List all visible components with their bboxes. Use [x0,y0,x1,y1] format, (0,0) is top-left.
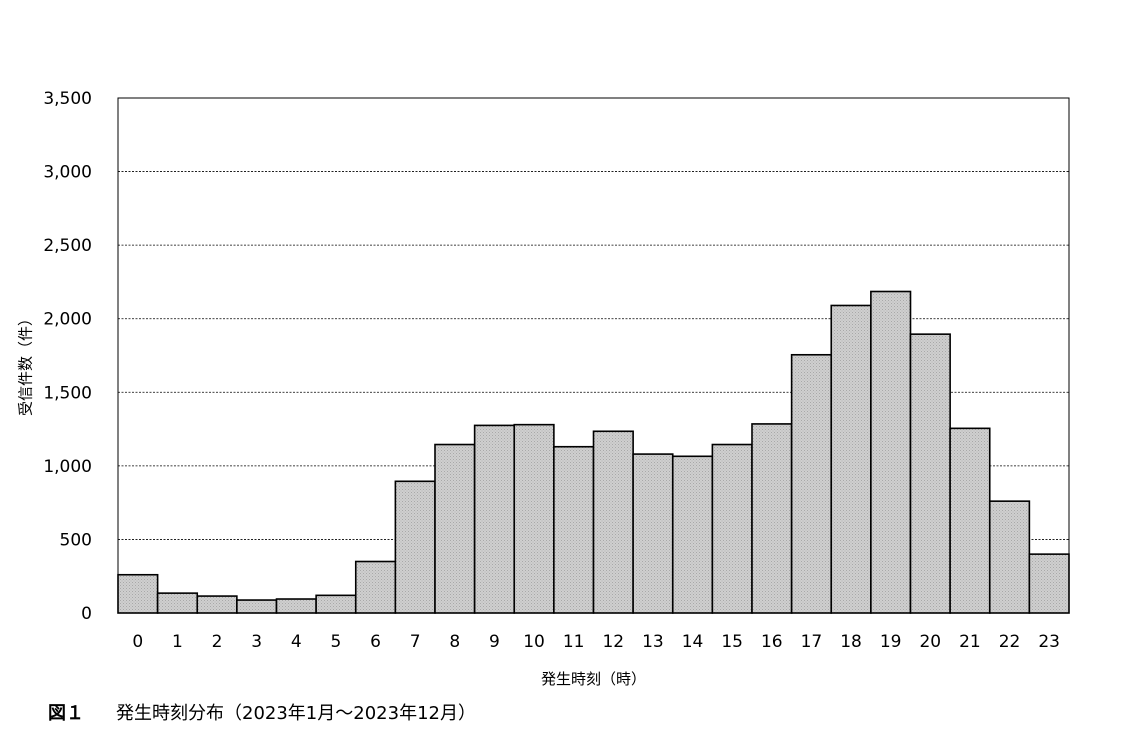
x-tick-label: 3 [251,632,262,652]
bar-hour-3 [236,599,278,614]
x-tick-label: 18 [840,632,862,652]
x-tick-label: 14 [682,632,704,652]
bar-hour-23 [1028,553,1070,614]
x-tick-label: 7 [410,632,421,652]
bar-hour-2 [196,595,238,614]
x-tick-label: 16 [761,632,783,652]
y-tick-label: 2,000 [43,310,92,330]
bar-hour-7 [394,480,436,614]
plot-area-frame [117,97,1070,614]
bar-hour-21 [949,427,991,614]
x-tick-label: 10 [523,632,545,652]
x-tick-label: 23 [1038,632,1060,652]
bar-hour-12 [592,430,634,614]
bar-hour-9 [473,424,516,614]
bar-hour-8 [434,443,476,614]
bar-hour-1 [156,592,199,614]
x-axis-label: 発生時刻（時） [541,670,646,688]
bar-hour-5 [315,594,357,614]
x-tick-label: 15 [721,632,743,652]
y-tick-label: 1,000 [43,457,92,477]
figure-caption: 図１ 発生時刻分布（2023年1月～2023年12月） [48,699,476,725]
x-tick-label: 17 [801,632,823,652]
y-tick-label: 3,500 [43,89,92,109]
x-tick-label: 4 [291,632,302,652]
x-tick-label: 21 [959,632,981,652]
x-tick-label: 8 [449,632,460,652]
y-tick-label: 3,000 [43,163,92,183]
x-tick-label: 5 [331,632,342,652]
figure-number: 図１ [48,703,84,724]
bar-hour-18 [830,304,872,614]
y-tick-label: 500 [60,530,92,550]
bar-hour-20 [909,333,951,614]
bars [117,290,1070,614]
x-tick-label: 2 [212,632,223,652]
x-tick-label: 9 [489,632,500,652]
y-tick-label: 1,500 [43,383,92,403]
x-tick-label: 6 [370,632,381,652]
x-axis-tick-labels: 0 1 2 3 4 5 6 7 8 9 10 11 12 13 14 15 16 17 18 19 20 21 22 23 [132,632,1060,652]
bar-hour-11 [553,445,595,614]
x-tick-label: 12 [602,632,624,652]
figure-caption-text: 発生時刻分布（2023年1月～2023年12月） [116,703,476,724]
bar-hour-19 [870,290,912,614]
bar-hour-4 [275,598,317,614]
bar-hour-17 [790,353,833,614]
bar-hour-16 [751,423,793,614]
bar-hour-13 [632,453,674,614]
x-tick-label: 22 [999,632,1021,652]
y-tick-label: 2,500 [43,236,92,256]
bar-hour-0 [117,573,159,614]
y-axis-tick-labels: 0 500 1,000 1,500 2,000 2,500 3,000 3,500 [43,89,92,624]
y-axis-label: 受信件数（件） [17,311,35,416]
y-tick-label: 0 [81,604,92,624]
bar-hour-15 [711,443,753,614]
x-tick-label: 1 [172,632,183,652]
bar-hour-10 [513,423,555,614]
bar-hour-14 [671,455,714,614]
x-tick-label: 19 [880,632,902,652]
x-tick-label: 11 [563,632,585,652]
bar-hour-6 [354,560,397,614]
x-tick-label: 13 [642,632,664,652]
x-tick-label: 0 [132,632,143,652]
bar-hour-22 [988,500,1031,614]
x-tick-label: 20 [919,632,941,652]
